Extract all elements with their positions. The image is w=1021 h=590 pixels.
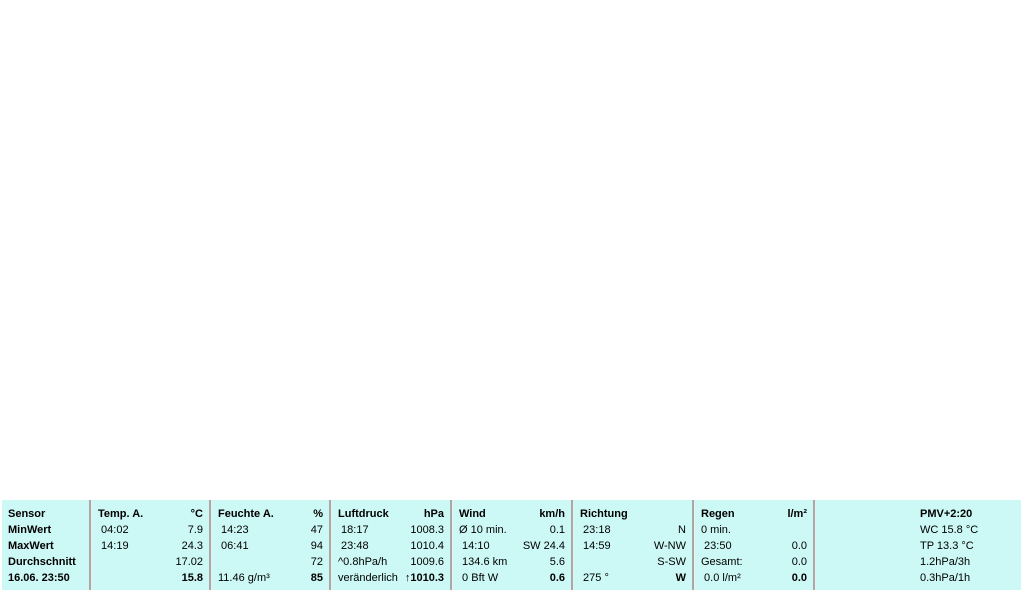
- column-pressure: Luftdruck hPa 18:17 1008.3 23:48 1010.4 ^0.8…: [332, 500, 450, 590]
- rain-row-0-right: l/m²: [787, 508, 807, 520]
- pressure-row-3-left: ^0.8hPa/h: [338, 556, 388, 568]
- sensor-row-3-left: Durchschnitt: [8, 556, 76, 568]
- humidity-row-1-right: 47: [310, 524, 323, 536]
- column-divider: [329, 500, 332, 590]
- pressure-row-3-right: 1009.6: [410, 556, 444, 568]
- pressure-row-1-right: 1008.3: [410, 524, 444, 536]
- pressure-row-2-left: 23:48: [338, 540, 369, 552]
- sensor-row-1-left: MinWert: [8, 524, 52, 536]
- sensor-row-2-left: MaxWert: [8, 540, 54, 552]
- weather-data-panel: Sensor MinWert MaxWert Durchschnitt 16.06. 2…: [2, 500, 1021, 590]
- wind-row-4-right: 0.6: [549, 572, 565, 584]
- pressure-row-1-left: 18:17: [338, 524, 369, 536]
- direction-row-1-left: 23:18: [580, 524, 611, 536]
- wind-row-3-left: 134.6 km: [459, 556, 508, 568]
- temp-row-3-right: 17.02: [175, 556, 203, 568]
- wind-row-2-right: SW 24.4: [522, 540, 565, 552]
- pressure-row-4-left: veränderlich: [338, 572, 398, 584]
- humidity-row-0-right: %: [313, 508, 323, 520]
- wind-row-0-left: Wind: [459, 508, 486, 520]
- wind-row-0-right: km/h: [539, 508, 565, 520]
- temp-row-1-right: 7.9: [187, 524, 203, 536]
- direction-row-2-right: W-NW: [653, 540, 686, 552]
- temp-row-0-right: °C: [190, 508, 203, 520]
- pressure-row-0-right: hPa: [423, 508, 444, 520]
- wind-row-1-right: 0.1: [549, 524, 565, 536]
- direction-row-3-right: S-SW: [657, 556, 686, 568]
- column-divider: [813, 500, 816, 590]
- extra-row-0: PMV+2:20: [920, 508, 973, 520]
- column-rain: Regen l/m² 0 min. 23:50 0.0 Gesamt: 0.0 0.0 l…: [695, 500, 813, 590]
- rain-row-0-left: Regen: [701, 508, 735, 520]
- column-divider: [209, 500, 212, 590]
- temp-row-2-right: 24.3: [181, 540, 203, 552]
- rain-row-1-left: 0 min.: [701, 524, 731, 536]
- column-direction: Richtung 23:18 N 14:59 W-NW S-SW 275 ° W: [574, 500, 692, 590]
- column-divider: [450, 500, 453, 590]
- direction-row-0-left: Richtung: [580, 508, 628, 520]
- extra-row-1: WC 15.8 °C: [920, 524, 979, 536]
- direction-row-4-left: 275 °: [580, 572, 609, 584]
- humidity-row-2-left: 06:41: [218, 540, 249, 552]
- direction-row-4-right: W: [675, 572, 686, 584]
- pressure-row-4-right: ↑1010.3: [404, 572, 444, 584]
- temp-row-0-left: Temp. A.: [98, 508, 144, 520]
- temp-row-2-left: 14:19: [98, 540, 129, 552]
- direction-row-2-left: 14:59: [580, 540, 611, 552]
- column-divider: [571, 500, 574, 590]
- column-extra: PMV+2:20 WC 15.8 °C TP 13.3 °C 1.2hPa/3h 0.3…: [920, 500, 1020, 590]
- column-sensor: Sensor MinWert MaxWert Durchschnitt 16.06. 2…: [2, 500, 89, 590]
- humidity-row-4-left: 11.46 g/m³: [218, 572, 270, 584]
- column-temp: Temp. A. °C 04:02 7.9 14:19 24.3 17.02 15.8: [92, 500, 209, 590]
- wind-row-4-left: 0 Bft W: [459, 572, 499, 584]
- rain-row-4-left: 0.0 l/m²: [701, 572, 741, 584]
- humidity-row-3-right: 72: [310, 556, 323, 568]
- wind-row-3-right: 5.6: [549, 556, 565, 568]
- direction-row-1-right: N: [678, 524, 686, 536]
- humidity-row-2-right: 94: [310, 540, 323, 552]
- extra-row-2: TP 13.3 °C: [920, 540, 974, 552]
- extra-row-3: 1.2hPa/3h: [920, 556, 971, 568]
- humidity-row-1-left: 14:23: [218, 524, 249, 536]
- sensor-row-0-left: Sensor: [8, 508, 46, 520]
- humidity-row-0-left: Feuchte A.: [218, 508, 274, 520]
- rain-row-2-right: 0.0: [791, 540, 807, 552]
- rain-row-2-left: 23:50: [701, 540, 732, 552]
- temp-row-4-right: 15.8: [181, 572, 203, 584]
- rain-row-3-left: Gesamt:: [701, 556, 743, 568]
- sensor-row-4-left: 16.06. 23:50: [8, 572, 70, 584]
- extra-row-4: 0.3hPa/1h: [920, 572, 971, 584]
- wind-row-2-left: 14:10: [459, 540, 490, 552]
- column-divider: [692, 500, 695, 590]
- humidity-row-4-right: 85: [310, 572, 323, 584]
- rain-row-3-right: 0.0: [791, 556, 807, 568]
- rain-row-4-right: 0.0: [791, 572, 807, 584]
- column-divider: [89, 500, 92, 590]
- temp-row-1-left: 04:02: [98, 524, 129, 536]
- pressure-row-0-left: Luftdruck: [338, 508, 389, 520]
- pressure-row-2-right: 1010.4: [410, 540, 444, 552]
- column-humidity: Feuchte A.% 14:23 47 06:41 94 72 11.46 g/m³ 8…: [212, 500, 329, 590]
- column-wind: Wind km/h Ø 10 min. 0.1 14:10 SW 24.4 134.6 …: [453, 500, 571, 590]
- wind-row-1-left: Ø 10 min.: [459, 524, 507, 536]
